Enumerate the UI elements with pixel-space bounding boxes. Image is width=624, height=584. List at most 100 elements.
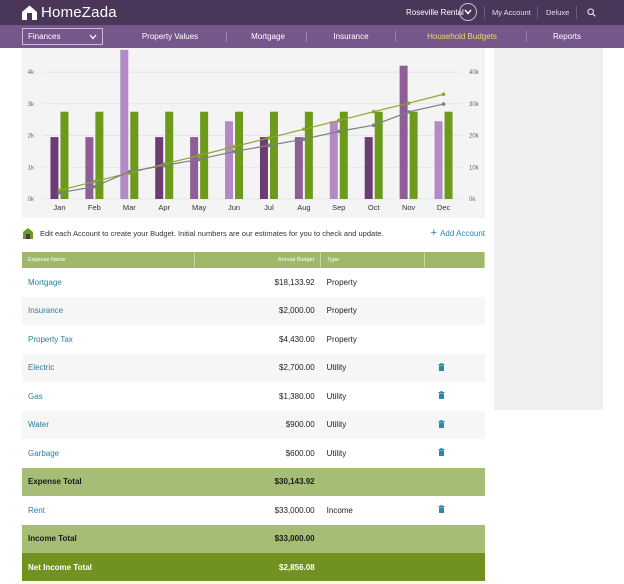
expense-bar xyxy=(225,121,234,199)
month-label: Nov xyxy=(402,203,416,212)
expense-bar xyxy=(190,137,199,199)
expense-bar xyxy=(399,65,408,199)
nav-insurance[interactable]: Insurance xyxy=(333,32,369,41)
table-row[interactable]: Garbage $600.00 Utility xyxy=(22,439,485,468)
house-logo-icon xyxy=(22,5,37,20)
nav-reports[interactable]: Reports xyxy=(552,32,582,41)
right-tick-label: 0k xyxy=(469,197,476,203)
add-account-label: Add Account xyxy=(440,229,485,238)
month-label: Oct xyxy=(368,203,381,212)
side-panel xyxy=(494,48,603,410)
divider xyxy=(306,31,307,42)
table-row[interactable]: Rent $33,000.00 Income xyxy=(22,496,485,525)
account-name-link[interactable]: Mortgage xyxy=(28,277,62,287)
total-amount: $30,143.92 xyxy=(194,467,321,496)
month-label: Dec xyxy=(437,203,451,212)
section-select-value: Finances xyxy=(28,32,61,41)
line-point xyxy=(371,109,376,114)
plan-link[interactable]: Deluxe xyxy=(546,8,570,17)
delete-button[interactable] xyxy=(431,505,445,515)
empty-cell xyxy=(320,553,425,581)
delete-button[interactable] xyxy=(431,362,445,373)
property-selector[interactable]: Roseville Rental xyxy=(396,0,486,25)
expense-bar xyxy=(85,137,94,199)
plus-icon: + xyxy=(430,227,438,239)
add-account-button[interactable]: + Add Account xyxy=(431,226,485,241)
delete-button[interactable] xyxy=(431,391,445,401)
line-point xyxy=(371,123,376,128)
account-name-link[interactable]: Insurance xyxy=(22,296,195,325)
divider xyxy=(526,31,527,42)
account-name-link[interactable]: Gas xyxy=(28,391,43,401)
table-row[interactable]: Gas $1,380.00 Utility xyxy=(22,382,485,411)
col-expense-name: Expense Name xyxy=(22,252,196,268)
account-type: Property xyxy=(326,277,357,287)
table-row[interactable]: Property Tax $4,430.00 Property xyxy=(22,325,485,354)
net-income-total-row: Net Income Total $2,856.08 xyxy=(22,553,485,581)
my-account-link[interactable]: My Account xyxy=(492,8,531,17)
table-row[interactable]: Mortgage $18,133.92 Property xyxy=(22,268,485,297)
left-tick-label: 2k xyxy=(28,134,35,140)
annual-budget-value: $1,380.00 xyxy=(279,391,315,401)
nav-property-values[interactable]: Property Values xyxy=(141,32,199,41)
income-bar xyxy=(339,111,348,199)
account-name-link[interactable]: Property Tax xyxy=(28,334,73,344)
hint-text: Edit each Account to create your Budget.… xyxy=(40,229,384,238)
account-name-link[interactable]: Garbage xyxy=(28,448,60,458)
line-point xyxy=(267,143,271,148)
logo[interactable]: HomeZada xyxy=(21,4,117,21)
annual-budget-value: $900.00 xyxy=(194,410,321,439)
col-type: Type xyxy=(320,252,426,268)
annual-budget-value: $2,700.00 xyxy=(194,353,321,382)
divider xyxy=(484,6,485,19)
annual-budget-value: $2,000.00 xyxy=(194,296,321,325)
expense-bar xyxy=(50,137,59,199)
left-tick-label: 4k xyxy=(28,70,35,76)
account-type: Utility xyxy=(320,410,425,439)
empty-cell xyxy=(424,553,485,581)
nav-mortgage[interactable]: Mortgage xyxy=(251,32,285,41)
line-point xyxy=(406,110,411,114)
income-bar xyxy=(374,111,383,199)
empty-cell xyxy=(320,467,425,496)
income-bar xyxy=(269,111,278,199)
annual-budget-value: $18,133.92 xyxy=(274,277,315,287)
homezada-leaf-icon xyxy=(23,228,33,239)
line-point xyxy=(57,191,62,195)
right-tick-label: 30k xyxy=(469,102,480,108)
month-label: Sep xyxy=(332,203,345,212)
table-header: Expense Name Annual Budget Type xyxy=(22,252,485,268)
table-row[interactable]: Electric $2,700.00 Utility xyxy=(22,353,485,382)
section-select[interactable]: Finances xyxy=(22,28,103,45)
month-label: Jan xyxy=(53,203,65,212)
income-total-row: Income Total $33,000.00 xyxy=(22,524,485,553)
total-label: Expense Total xyxy=(22,467,195,496)
col-annual-budget: Annual Budget xyxy=(194,252,322,268)
trash-icon xyxy=(438,505,445,514)
cumulative-line xyxy=(59,103,444,194)
total-amount: $2,856.08 xyxy=(194,553,321,581)
property-dropdown-button[interactable] xyxy=(459,3,477,21)
trash-icon xyxy=(438,419,445,428)
delete-button[interactable] xyxy=(431,419,445,430)
budget-chart: 0k 1k 2k 3k 4k 0k 10k 20k 30k 40k Jan Feb Mar Apr May J… xyxy=(22,48,485,218)
month-label: Feb xyxy=(88,203,101,212)
account-name-link[interactable]: Water xyxy=(22,410,195,439)
account-name-link[interactable]: Rent xyxy=(28,505,45,515)
delete-button[interactable] xyxy=(431,448,445,458)
property-name: Roseville Rental xyxy=(406,8,464,17)
table-row[interactable]: Water $900.00 Utility xyxy=(22,410,485,439)
cumulative-line xyxy=(59,93,444,192)
empty-cell xyxy=(424,524,485,553)
table-row[interactable]: Insurance $2,000.00 Property xyxy=(22,296,485,325)
income-bar xyxy=(409,111,418,199)
expense-bar xyxy=(120,49,129,200)
line-point xyxy=(336,129,341,134)
search-button[interactable] xyxy=(587,0,596,25)
col-actions xyxy=(424,252,485,268)
account-name-link[interactable]: Electric xyxy=(22,353,195,382)
nav-household-budgets[interactable]: Household Budgets xyxy=(427,32,497,41)
row-actions xyxy=(425,325,485,354)
row-actions xyxy=(424,410,485,439)
row-actions xyxy=(425,268,485,297)
